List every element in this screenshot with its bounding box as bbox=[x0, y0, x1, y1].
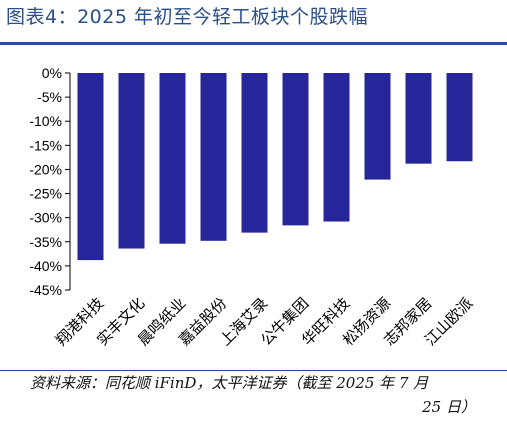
chart-title: 图表4：2025 年初至今轻工板块个股跌幅 bbox=[6, 6, 368, 28]
bar bbox=[364, 73, 391, 180]
y-tick-label: -35% bbox=[29, 234, 62, 250]
y-tick-label: -10% bbox=[29, 113, 62, 129]
bar bbox=[282, 73, 309, 226]
bar-chart: 0% -5% -10% -15% -20% -25% -30% -35% -40% -45% 翔港… bbox=[29, 65, 476, 349]
source-note: 资料来源：同花顺 iFinD，太平洋证券（截至 2025 年 7 月 25 日） bbox=[30, 371, 492, 419]
bars bbox=[77, 73, 473, 261]
source-line-1: 资料来源：同花顺 iFinD，太平洋证券（截至 2025 年 7 月 bbox=[30, 374, 429, 392]
y-tick-label: -25% bbox=[29, 186, 62, 202]
y-tick-label: -15% bbox=[29, 137, 62, 153]
bar bbox=[77, 73, 104, 261]
source-line-2: 25 日） bbox=[422, 398, 476, 416]
y-tick-label: 0% bbox=[42, 65, 62, 81]
bar bbox=[159, 73, 186, 244]
y-tick-label: -45% bbox=[29, 282, 62, 298]
bar bbox=[323, 73, 350, 222]
bar bbox=[118, 73, 145, 249]
bar bbox=[405, 73, 432, 164]
y-tick-label: -5% bbox=[37, 89, 62, 105]
source-rule bbox=[0, 370, 507, 371]
y-tick-label: -40% bbox=[29, 258, 62, 274]
bar bbox=[200, 73, 227, 241]
y-tick-label: -20% bbox=[29, 161, 62, 177]
bar bbox=[446, 73, 473, 162]
y-tick-label: -30% bbox=[29, 210, 62, 226]
title-rule bbox=[0, 42, 507, 45]
y-axis: 0% -5% -10% -15% -20% -25% -30% -35% -40% -45% bbox=[29, 65, 71, 298]
bar bbox=[241, 73, 268, 233]
